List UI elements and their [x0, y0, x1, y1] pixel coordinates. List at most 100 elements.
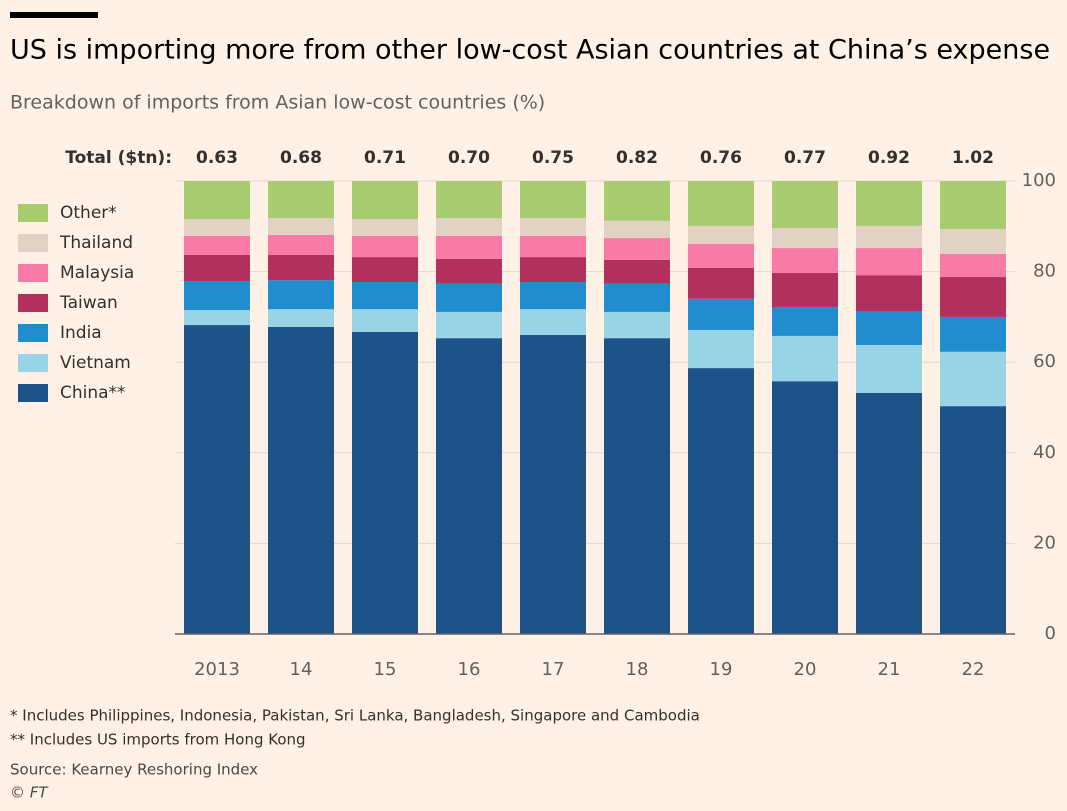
bar-segment [940, 181, 1006, 230]
bar-segment [772, 181, 838, 229]
y-tick-label: 80 [1033, 261, 1056, 282]
bar-segment [436, 283, 502, 312]
y-tick-label: 60 [1033, 351, 1056, 372]
bar-segment [436, 311, 502, 339]
bar-segment [856, 248, 922, 276]
bar-segment [352, 257, 418, 283]
bar-segment [604, 220, 670, 239]
bar-segment [688, 298, 754, 331]
legend-label: Taiwan [59, 293, 118, 313]
bar-segment [268, 218, 334, 235]
bar-segment [688, 181, 754, 226]
bar-segment [268, 254, 334, 281]
bar-segment [604, 283, 670, 312]
legend-label: Thailand [59, 233, 133, 253]
total-label: 0.75 [532, 148, 574, 168]
bar-segment [856, 225, 922, 249]
x-tick-label: 16 [458, 659, 481, 680]
legend-swatch [18, 204, 48, 222]
y-tick-label: 20 [1033, 532, 1056, 553]
legend-swatch [18, 234, 48, 252]
footnote: ** Includes US imports from Hong Kong [10, 731, 306, 749]
bar-segment [520, 335, 586, 634]
bar-segment [184, 325, 250, 634]
bar-segment [352, 282, 418, 310]
bar-segment [184, 310, 250, 326]
total-label: 0.76 [700, 148, 742, 168]
y-tick-label: 0 [1045, 623, 1056, 644]
bar-segment [604, 311, 670, 339]
bar-segment [940, 351, 1006, 407]
total-label: 0.82 [616, 148, 658, 168]
total-label: 0.77 [784, 148, 826, 168]
bar-segment [352, 331, 418, 634]
bar-segment [436, 235, 502, 259]
legend-label: Other* [60, 203, 117, 223]
bar-segment [268, 280, 334, 310]
total-label: 0.68 [280, 148, 322, 168]
bar-segment [856, 311, 922, 345]
x-tick-label: 21 [878, 659, 901, 680]
y-tick-label: 40 [1033, 442, 1056, 463]
legend-swatch [18, 354, 48, 372]
bar-segment [436, 258, 502, 284]
total-label: 0.92 [868, 148, 910, 168]
bar-segment [436, 218, 502, 236]
credit: © FT [10, 784, 49, 802]
bar-segment [688, 225, 754, 244]
x-tick-label: 15 [374, 659, 397, 680]
bar-segment [268, 309, 334, 327]
bar-segment [436, 338, 502, 634]
bar-segment [520, 257, 586, 283]
bar-segment [940, 406, 1006, 634]
legend-label: China** [60, 383, 126, 403]
bar-segment [940, 229, 1006, 254]
total-label: 0.70 [448, 148, 490, 168]
bar-segment [856, 393, 922, 634]
legend-swatch [18, 294, 48, 312]
chart-title: US is importing more from other low-cost… [10, 35, 1050, 66]
bar-segment [940, 253, 1006, 278]
bar-segment [604, 238, 670, 260]
bar-segment [268, 234, 334, 255]
bar-segment [940, 316, 1006, 352]
bar-segment [772, 272, 838, 307]
total-label: 0.71 [364, 148, 406, 168]
bar-segment [352, 219, 418, 236]
total-label: 1.02 [952, 148, 994, 168]
bar-segment [520, 282, 586, 310]
bar-segment [688, 330, 754, 369]
bar-segment [772, 306, 838, 336]
top-rule [10, 12, 98, 18]
bar-segment [688, 243, 754, 268]
bar-segment [772, 248, 838, 273]
bar-segment [520, 235, 586, 258]
bar-segment [604, 338, 670, 634]
bar-segment [268, 326, 334, 634]
bar-segment [352, 235, 418, 258]
bar-segment [436, 181, 502, 219]
bar-segment [688, 368, 754, 634]
x-tick-label: 22 [962, 659, 985, 680]
bar-segment [352, 181, 418, 220]
bar-segment [520, 181, 586, 219]
bar-segment [940, 277, 1006, 317]
totals-label: Total ($tn): [65, 148, 172, 168]
chart-subtitle: Breakdown of imports from Asian low-cost… [10, 92, 545, 114]
y-tick-label: 100 [1022, 170, 1056, 191]
bar-segment [520, 218, 586, 236]
bar-segment [520, 309, 586, 336]
x-tick-label: 18 [626, 659, 649, 680]
bar-segment [184, 181, 250, 220]
legend-label: Vietnam [60, 353, 131, 373]
bar-segment [772, 381, 838, 634]
bar-segment [184, 281, 250, 311]
bar-segment [856, 344, 922, 394]
bar-segment [604, 181, 670, 221]
bar-segment [268, 181, 334, 219]
source: Source: Kearney Reshoring Index [10, 761, 258, 779]
bar-segment [772, 335, 838, 382]
x-tick-label: 17 [542, 659, 565, 680]
